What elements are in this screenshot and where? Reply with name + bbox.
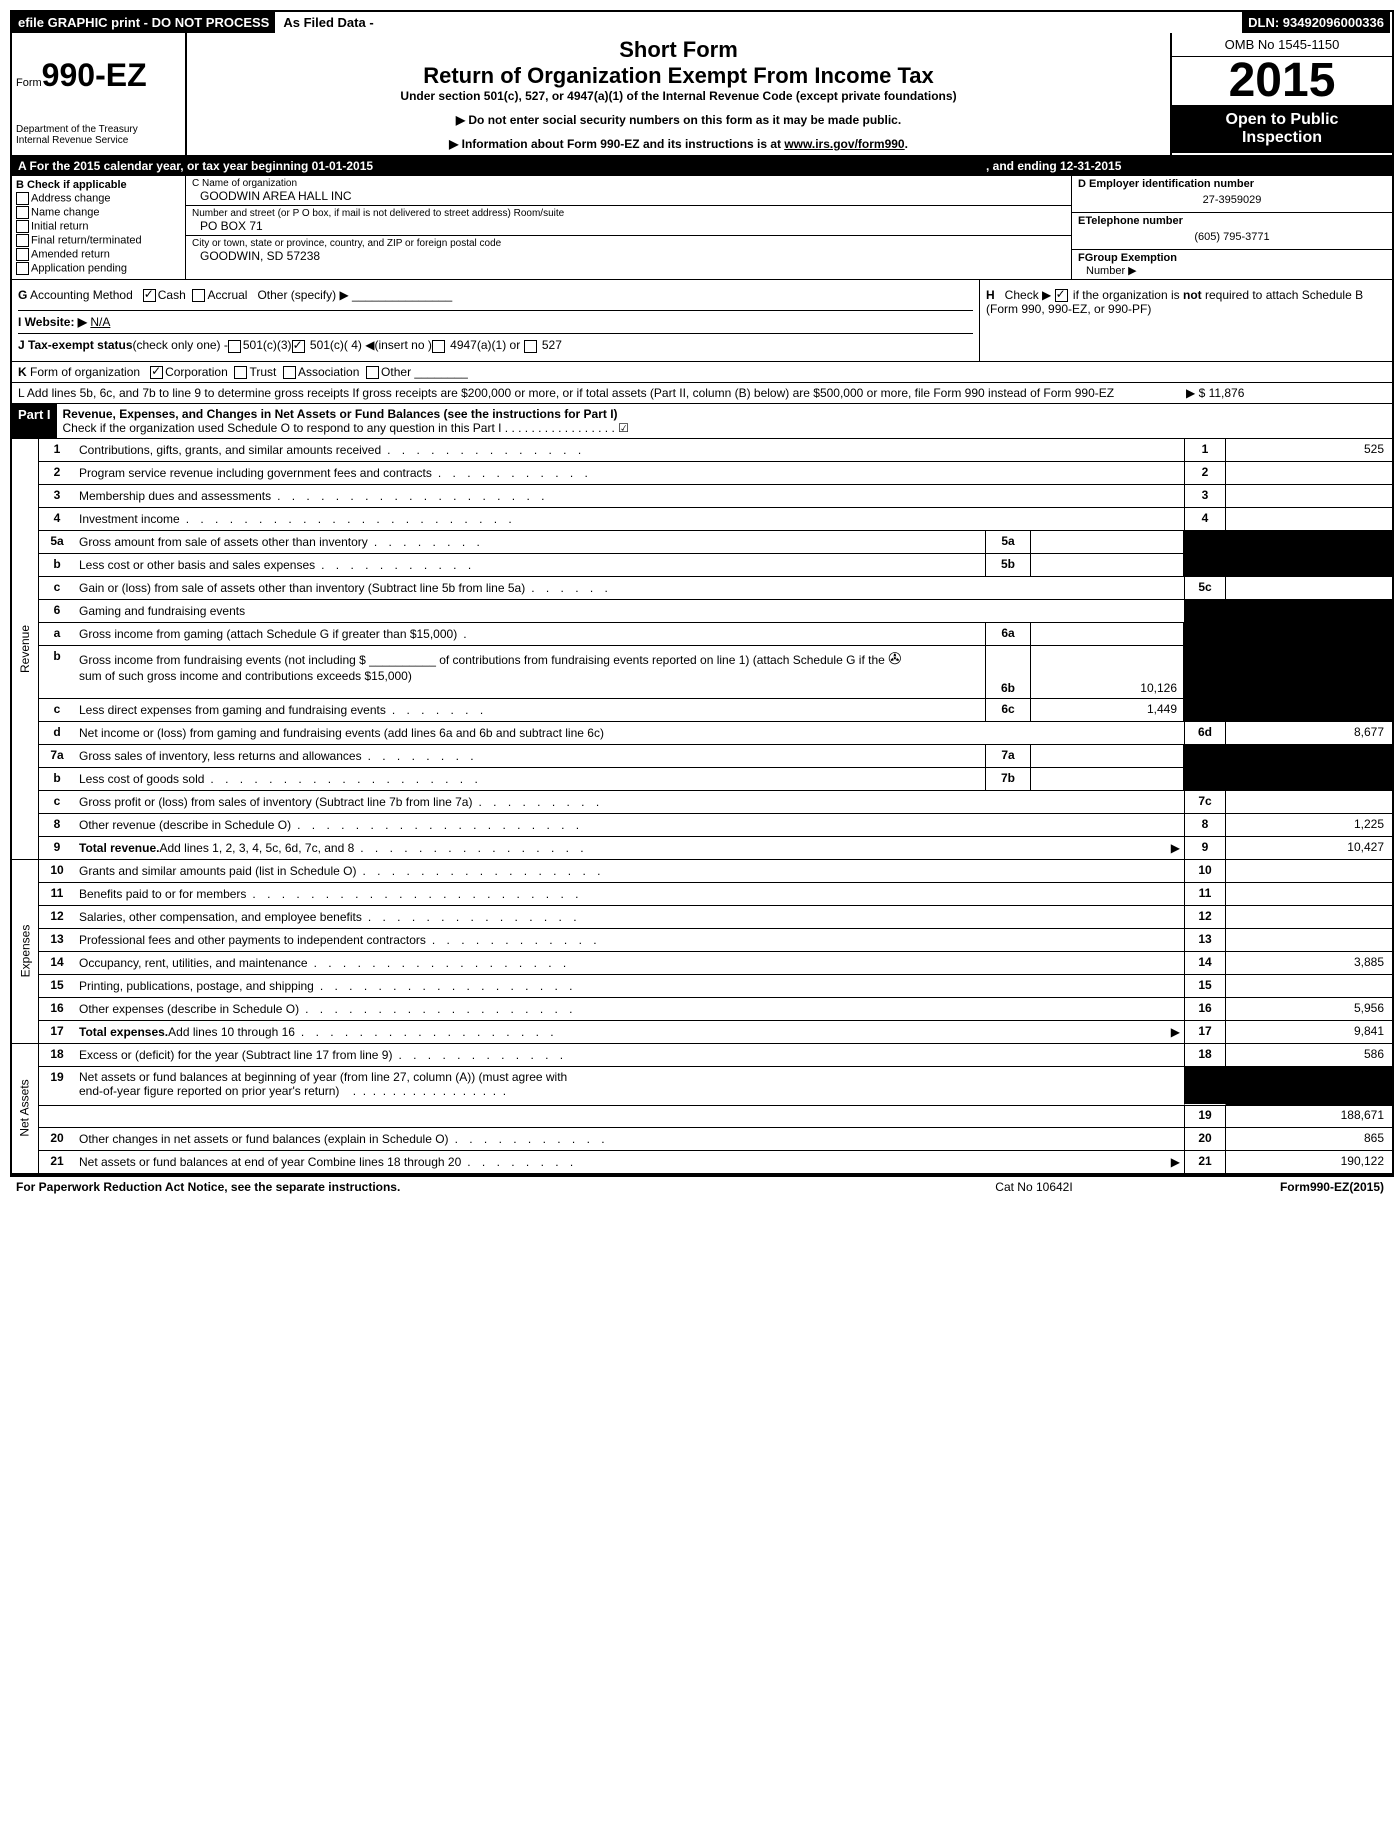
form-word: Form	[16, 77, 42, 89]
row-a-tax-year: A For the 2015 calendar year, or tax yea…	[12, 157, 1392, 176]
form-subtitle: Under section 501(c), 527, or 4947(a)(1)…	[195, 89, 1162, 103]
line-16-val: 5,956	[1226, 998, 1392, 1020]
part-1-header: Part I Revenue, Expenses, and Changes in…	[12, 404, 1392, 439]
gross-receipts: ▶ $ 11,876	[1146, 386, 1386, 400]
open-public: Open to Public Inspection	[1172, 105, 1392, 153]
expenses-label: Expenses	[18, 925, 32, 978]
line-9-val: 10,427	[1226, 837, 1392, 859]
line-6d-val: 8,677	[1226, 722, 1392, 744]
form-title: Return of Organization Exempt From Incom…	[195, 63, 1162, 89]
section-def: D Employer identification number 27-3959…	[1072, 176, 1392, 279]
row-l: L Add lines 5b, 6c, and 7b to line 9 to …	[12, 383, 1392, 404]
line-6c-val: 1,449	[1031, 699, 1184, 721]
form-header: Form990-EZ Department of the Treasury In…	[12, 33, 1392, 157]
chk-schedule-b[interactable]	[1055, 289, 1068, 302]
chk-name[interactable]: Name change	[16, 206, 181, 219]
irs-link[interactable]: www.irs.gov/form990	[784, 137, 904, 151]
tax-exempt-status: J Tax-exempt status(check only one) -501…	[18, 333, 973, 352]
org-street: PO BOX 71	[192, 219, 1065, 233]
form-number: 990-EZ	[42, 57, 147, 93]
ein: 27-3959029	[1078, 190, 1386, 210]
line-14-val: 3,885	[1226, 952, 1392, 974]
irs: Internal Revenue Service	[16, 135, 181, 146]
revenue-section: Revenue 1Contributions, gifts, grants, a…	[12, 439, 1392, 860]
line-18-val: 586	[1226, 1044, 1392, 1066]
section-c: C Name of organization GOODWIN AREA HALL…	[186, 176, 1072, 279]
website: N/A	[90, 315, 110, 329]
accounting-method: G Accounting Method Cash Accrual Other (…	[18, 288, 973, 302]
dln: DLN: 93492096000336	[1242, 12, 1392, 33]
dept-treasury: Department of the Treasury	[16, 124, 181, 135]
form-990ez: efile GRAPHIC print - DO NOT PROCESS As …	[10, 10, 1394, 1177]
chk-amended[interactable]: Amended return	[16, 248, 181, 261]
line-21-val: 190,122	[1226, 1151, 1392, 1173]
line-17-val: 9,841	[1226, 1021, 1392, 1043]
line-19-val: 188,671	[1226, 1105, 1392, 1127]
row-k: K Form of organization Corporation Trust…	[12, 362, 1392, 383]
tax-year: 2015	[1172, 57, 1392, 105]
netassets-section: Net Assets 18Excess or (deficit) for the…	[12, 1044, 1392, 1175]
as-filed: As Filed Data -	[277, 12, 381, 33]
section-b: B Check if applicable Address change Nam…	[12, 176, 186, 279]
line-6b-val: 10,126	[1031, 646, 1184, 698]
top-bar: efile GRAPHIC print - DO NOT PROCESS As …	[12, 12, 1392, 33]
org-name: GOODWIN AREA HALL INC	[192, 189, 1065, 203]
line-1-val: 525	[1226, 439, 1392, 461]
section-gh: G Accounting Method Cash Accrual Other (…	[12, 280, 1392, 362]
note-info: ▶ Information about Form 990-EZ and its …	[195, 137, 1162, 151]
short-form: Short Form	[195, 37, 1162, 63]
revenue-label: Revenue	[18, 625, 32, 673]
chk-initial[interactable]: Initial return	[16, 220, 181, 233]
org-city: GOODWIN, SD 57238	[192, 249, 1065, 263]
netassets-label: Net Assets	[18, 1080, 32, 1137]
website-row: I Website: ▶ N/A	[18, 310, 973, 329]
chk-address[interactable]: Address change	[16, 192, 181, 205]
expenses-section: Expenses 10Grants and similar amounts pa…	[12, 860, 1392, 1044]
chk-pending[interactable]: Application pending	[16, 262, 181, 275]
chk-final[interactable]: Final return/terminated	[16, 234, 181, 247]
efile-notice: efile GRAPHIC print - DO NOT PROCESS	[12, 12, 277, 33]
line-20-val: 865	[1226, 1128, 1392, 1150]
section-h: H Check ▶ if the organization is not req…	[979, 280, 1392, 361]
phone: (605) 795-3771	[1078, 227, 1386, 247]
line-8-val: 1,225	[1226, 814, 1392, 836]
section-bcdef: B Check if applicable Address change Nam…	[12, 176, 1392, 280]
cat-no: Cat No 10642I	[884, 1180, 1184, 1194]
note-ssn: ▶ Do not enter social security numbers o…	[195, 113, 1162, 127]
footer: For Paperwork Reduction Act Notice, see …	[10, 1177, 1390, 1197]
